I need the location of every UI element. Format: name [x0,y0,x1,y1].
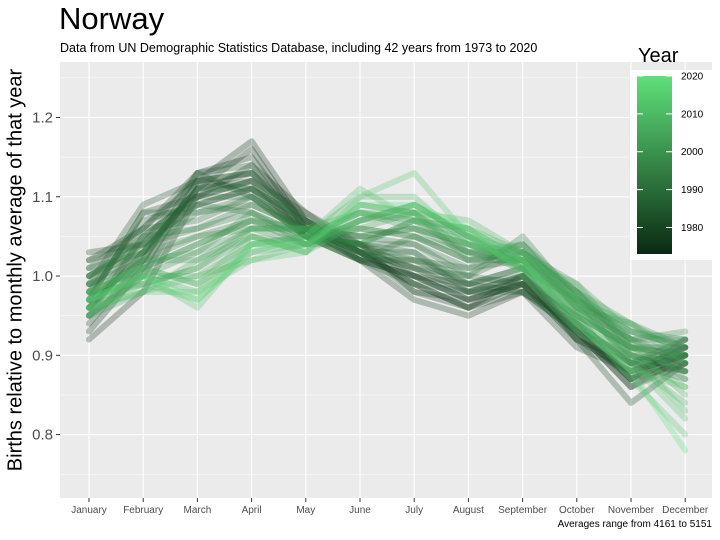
y-tick-label: 1.2 [32,109,53,126]
x-tick-label: July [405,505,423,516]
series-line-1978 [86,177,689,390]
series-line-1973 [86,138,689,383]
x-tick-label: March [184,505,212,516]
x-tick-label: June [349,505,371,516]
series-line-1995 [86,217,689,367]
x-tick-label: October [559,505,595,516]
series-line-2010 [86,201,689,414]
legend-title: Year [638,45,679,67]
series-line-1993 [86,201,689,375]
chart-subtitle: Data from UN Demographic Statistics Data… [60,41,538,55]
series-line-2006 [86,201,689,367]
series-line-2012 [86,209,689,422]
series-line-1980 [86,170,689,406]
series-line-2005 [86,201,689,383]
legend-tick-label: 2010 [681,109,704,120]
series-line-1991 [86,193,689,367]
series-line-2013 [86,170,689,438]
y-tick-label: 1.0 [32,268,53,285]
series-line-2003 [86,209,689,375]
series-line-2004 [86,209,689,351]
series-line-1976 [86,154,689,383]
series-line-1985 [86,185,689,367]
series-line-1997 [86,217,689,351]
chart-caption: Averages range from 4161 to 5151 [557,519,712,530]
series-line-1987 [86,170,689,359]
y-tick-label: 1.1 [32,189,53,206]
series-line-1974 [86,146,689,390]
x-tick-label: September [498,505,548,516]
y-tick-label: 0.9 [32,347,53,364]
series-line-1998 [86,209,689,343]
x-tick-label: April [242,505,262,516]
x-axis: January February March April May June July Augu… [71,498,709,516]
series-line-1984 [86,177,689,383]
x-tick-label: February [123,505,163,516]
series-line-1988 [86,193,689,383]
x-tick-label: November [608,505,655,516]
grid-lines [60,62,712,498]
legend-tick-label: 1990 [681,185,704,196]
y-tick-label: 0.8 [32,427,53,444]
x-tick-label: January [71,505,107,516]
series-line-2008 [86,193,689,398]
x-tick-label: May [296,505,315,516]
series-line-1979 [86,185,689,375]
legend-colorbar [637,76,672,254]
series-line-1990 [86,185,689,351]
series-line-1986 [86,162,689,375]
series-line-2009 [86,201,689,406]
chart-title: Norway [59,1,165,36]
series-lines [86,138,689,454]
series-line-1996 [86,209,689,359]
series-line-2000 [86,217,689,343]
series-line-2002 [86,201,689,359]
legend-tick-label: 2000 [681,147,704,158]
y-axis: 0.8 0.9 1.0 1.1 1.2 [32,109,60,444]
series-line-1981 [86,177,689,383]
legend-tick-label: 1980 [681,223,704,234]
series-line-1989 [86,201,689,367]
series-line-1982 [86,170,689,367]
series-line-1992 [86,201,689,343]
x-tick-label: August [453,505,484,516]
plot-panel [60,62,712,498]
legend: 2020 2010 2000 1990 1980 [630,70,712,260]
series-line-2020 [86,201,689,454]
series-line-1975 [86,162,689,375]
series-line-2001 [86,209,689,367]
series-line-1999 [86,209,689,359]
series-line-2007 [86,209,689,390]
series-line-1977 [86,170,689,375]
series-line-1983 [86,177,689,375]
series-line-1994 [86,193,689,351]
legend-tick-label: 2020 [681,72,704,83]
x-tick-label: December [662,505,709,516]
series-line-2011 [86,185,689,390]
